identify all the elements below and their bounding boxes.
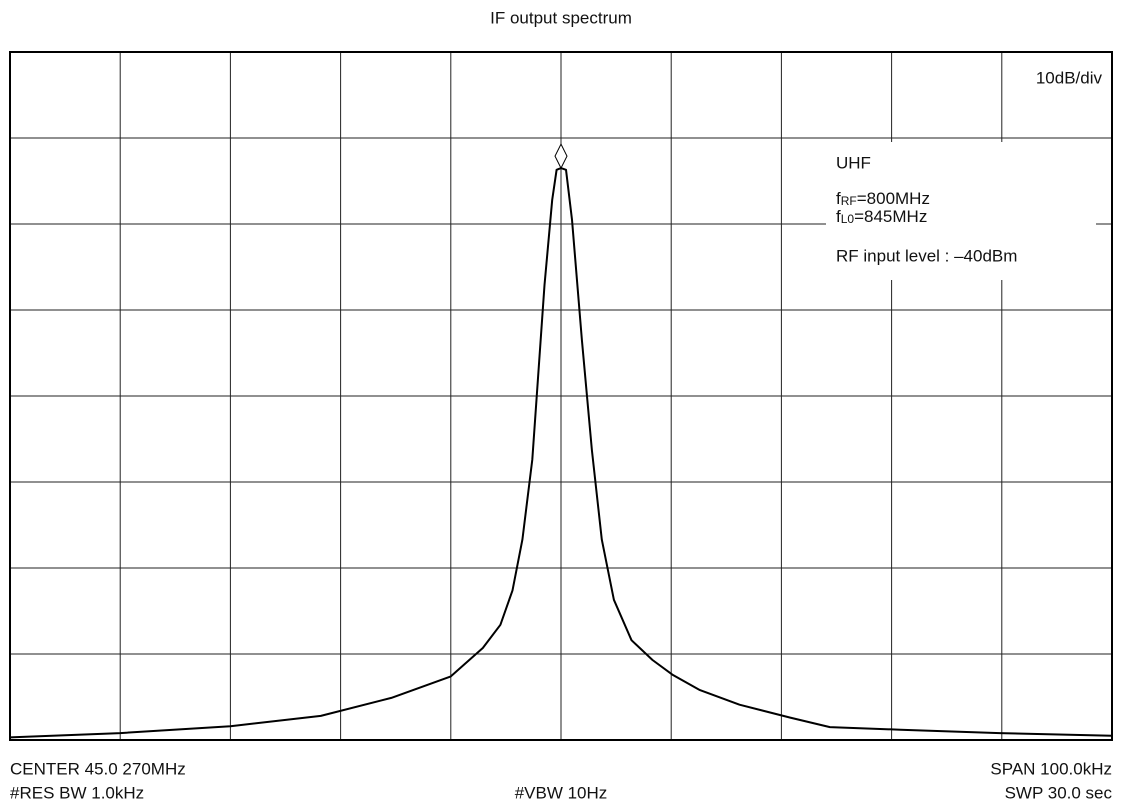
- chart-title: IF output spectrum: [490, 8, 632, 27]
- peak-marker: [554, 142, 568, 170]
- footer-text: SPAN 100.0kHz: [990, 759, 1112, 778]
- scale-backdrop: [1005, 62, 1107, 96]
- footer-text: #RES BW 1.0kHz: [10, 783, 144, 802]
- scale-label: 10dB/div: [1036, 68, 1103, 87]
- footer-text: CENTER 45.0 270MHz: [10, 759, 186, 778]
- footer-text: #VBW 10Hz: [515, 783, 608, 802]
- footer-text: SWP 30.0 sec: [1005, 783, 1113, 802]
- plot-frame: [9, 51, 1113, 741]
- annotation: RF input level : –40dBm: [836, 246, 1017, 265]
- annotation: fRF=800MHz: [836, 189, 930, 208]
- annotation-backdrop: [826, 142, 1096, 280]
- spectrum-line: [9, 167, 1113, 739]
- annotation: UHF: [836, 153, 871, 172]
- annotation: fL0=845MHz: [836, 207, 927, 226]
